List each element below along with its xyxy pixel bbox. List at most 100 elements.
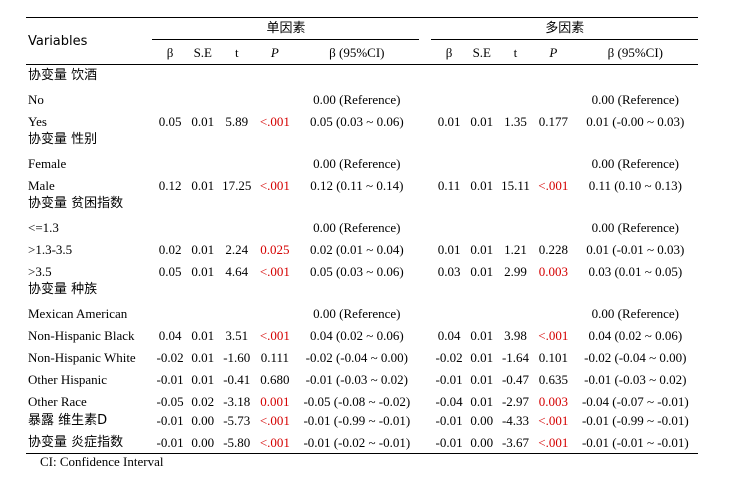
univariate-se-cell: 0.01 bbox=[191, 264, 215, 279]
univariate-p-cell: <.001 bbox=[259, 412, 290, 428]
category-label: 协变量 种族 bbox=[28, 281, 98, 297]
univariate-se-cell: 0.00 bbox=[191, 412, 215, 428]
level-label: Other Race bbox=[28, 394, 87, 409]
variables-header: Variables bbox=[26, 17, 153, 65]
multivariate-ci-cell: 0.01 (-0.00 ~ 0.03) bbox=[586, 114, 685, 129]
multivariate-ci-cell: -0.01 (-0.03 ~ 0.02) bbox=[584, 372, 687, 387]
univariate-p-cell: 0.111 bbox=[260, 350, 290, 365]
level-label: Female bbox=[28, 156, 67, 171]
univariate-ci-cell: -0.01 (-0.02 ~ -0.01) bbox=[294, 431, 420, 454]
multivariate-ci-cell: 0.00 (Reference) bbox=[591, 220, 679, 235]
multivariate-ci-cell: 0.00 (Reference) bbox=[591, 92, 679, 107]
univariate-beta-cell: -0.02 bbox=[156, 350, 184, 365]
table-row: 协变量 炎症指数 -0.01 0.00 -5.80 <.001 -0.01 (-0.02 … bbox=[26, 431, 698, 454]
table-row: Male 0.12 0.01 17.25 <.001 0.12 (0.11 ~ 0.14)… bbox=[26, 171, 698, 193]
univariate-ci-cell: 0.00 (Reference) bbox=[313, 92, 401, 107]
univariate-beta-cell bbox=[152, 149, 187, 171]
multivariate-se-cell: 0.01 bbox=[470, 114, 494, 129]
table-row: Female 0.00 (Reference) 0.00 (Reference) bbox=[26, 149, 698, 171]
table-row: >1.3-3.5 0.02 0.01 2.24 0.025 0.02 (0.01 ~ 0.… bbox=[26, 235, 698, 257]
univariate-p-cell bbox=[256, 213, 295, 235]
col-se: S.E bbox=[187, 39, 218, 65]
category-row: 协变量 贫困指数 bbox=[26, 193, 698, 213]
category-label: 协变量 饮酒 bbox=[28, 67, 98, 83]
univariate-se-cell: 0.01 bbox=[191, 328, 215, 343]
multivariate-t-cell bbox=[497, 213, 534, 235]
table-row: Non-Hispanic White -0.02 0.01 -1.60 0.111 -0.… bbox=[26, 343, 698, 365]
univariate-beta-cell: 0.02 bbox=[158, 242, 182, 257]
category-label: 协变量 贫困指数 bbox=[28, 195, 124, 211]
level-label: Non-Hispanic White bbox=[28, 350, 136, 365]
univariate-beta-cell bbox=[152, 85, 187, 107]
univariate-ci-cell: 0.12 (0.11 ~ 0.14) bbox=[310, 178, 404, 193]
univariate-se-cell bbox=[188, 299, 218, 321]
level-label: Non-Hispanic Black bbox=[28, 328, 135, 343]
multivariate-beta-cell: -0.01 bbox=[435, 372, 463, 387]
multivariate-p-cell: 0.101 bbox=[538, 350, 568, 365]
multivariate-t-cell: 1.21 bbox=[504, 242, 527, 257]
level-label: <=1.3 bbox=[28, 220, 59, 235]
table-row: <=1.3 0.00 (Reference) 0.00 (Reference) bbox=[26, 213, 698, 235]
level-label: Yes bbox=[28, 114, 47, 129]
multivariate-p-cell: <.001 bbox=[538, 178, 569, 193]
multivariate-p-cell: <.001 bbox=[538, 412, 569, 428]
table-row: 暴露 维生素D -0.01 0.00 -5.73 <.001 -0.01 (-0.99 ~… bbox=[26, 409, 698, 431]
table-row: Yes 0.05 0.01 5.89 <.001 0.05 (0.03 ~ 0.06) 0.… bbox=[26, 107, 698, 129]
univariate-se-cell bbox=[188, 213, 218, 235]
univariate-ci-cell: -0.01 (-0.03 ~ 0.02) bbox=[305, 372, 408, 387]
multivariate-beta-cell: -0.01 bbox=[435, 412, 463, 428]
univariate-t-cell: -5.73 bbox=[223, 412, 251, 428]
univariate-p-cell: <.001 bbox=[259, 328, 290, 343]
multivariate-p-cell bbox=[534, 213, 573, 235]
univariate-t-cell: -3.18 bbox=[223, 394, 251, 409]
level-label: No bbox=[28, 92, 44, 107]
multivariate-beta-cell bbox=[431, 213, 466, 235]
multivariate-beta-cell: -0.02 bbox=[435, 350, 463, 365]
univariate-beta-cell: 0.05 bbox=[158, 114, 182, 129]
univariate-beta-cell: 0.12 bbox=[158, 178, 182, 193]
univariate-t-cell: 17.25 bbox=[222, 178, 252, 193]
univariate-se-cell: 0.01 bbox=[191, 178, 215, 193]
multivariate-ci-cell: -0.02 (-0.04 ~ 0.00) bbox=[584, 350, 687, 365]
multivariate-se-cell: 0.01 bbox=[470, 372, 494, 387]
univariate-t-cell bbox=[218, 85, 256, 107]
col-ci: β (95%CI) bbox=[572, 39, 698, 65]
multivariate-se-cell: 0.01 bbox=[470, 350, 494, 365]
level-label: >3.5 bbox=[28, 264, 52, 279]
multivariate-se-cell: 0.01 bbox=[470, 328, 494, 343]
univariate-t-cell bbox=[218, 213, 256, 235]
multivariate-p-cell: 0.003 bbox=[538, 394, 568, 409]
univariate-ci-cell: 0.05 (0.03 ~ 0.06) bbox=[309, 114, 404, 129]
univariate-p-cell: <.001 bbox=[259, 114, 290, 129]
level-label: >1.3-3.5 bbox=[28, 242, 73, 257]
multivariate-p-cell: 0.635 bbox=[538, 372, 568, 387]
multivariate-t-cell: -0.47 bbox=[501, 372, 530, 387]
univariate-ci-cell: 0.04 (0.02 ~ 0.06) bbox=[309, 328, 404, 343]
univariate-beta-cell: -0.05 bbox=[156, 394, 184, 409]
multivariate-se-cell: 0.00 bbox=[466, 431, 497, 454]
regression-table: Variables 单因素 多因素 β S.E t P β (95%CI) β … bbox=[26, 17, 698, 454]
univariate-t-cell: 4.64 bbox=[225, 264, 249, 279]
multivariate-se-cell: 0.01 bbox=[470, 394, 494, 409]
univariate-ci-cell: -0.02 (-0.04 ~ 0.00) bbox=[305, 350, 408, 365]
multivariate-se-cell: 0.00 bbox=[470, 412, 494, 428]
univariate-p-cell: 0.025 bbox=[260, 242, 290, 257]
level-label: Mexican American bbox=[28, 306, 128, 321]
multivariate-se-cell bbox=[467, 85, 497, 107]
univariate-se-cell: 0.01 bbox=[191, 114, 215, 129]
univariate-se-cell: 0.01 bbox=[191, 350, 215, 365]
variable-label: 协变量 炎症指数 bbox=[26, 431, 153, 454]
univariate-t-cell: -0.41 bbox=[223, 372, 251, 387]
table-row: Other Hispanic -0.01 0.01 -0.41 0.680 -0.01 (… bbox=[26, 365, 698, 387]
multivariate-beta-cell: 0.01 bbox=[437, 242, 461, 257]
univariate-t-cell: 2.24 bbox=[225, 242, 249, 257]
col-t: t bbox=[217, 39, 256, 65]
multivariate-ci-cell: 0.11 (0.10 ~ 0.13) bbox=[588, 178, 682, 193]
univariate-p-cell bbox=[256, 149, 295, 171]
category-label: 协变量 性别 bbox=[28, 131, 98, 147]
univariate-p-cell bbox=[256, 85, 295, 107]
col-beta: β bbox=[431, 39, 467, 65]
level-label: Other Hispanic bbox=[28, 372, 108, 387]
multivariate-se-cell: 0.01 bbox=[470, 242, 494, 257]
multivariate-t-cell: -1.64 bbox=[501, 350, 530, 365]
